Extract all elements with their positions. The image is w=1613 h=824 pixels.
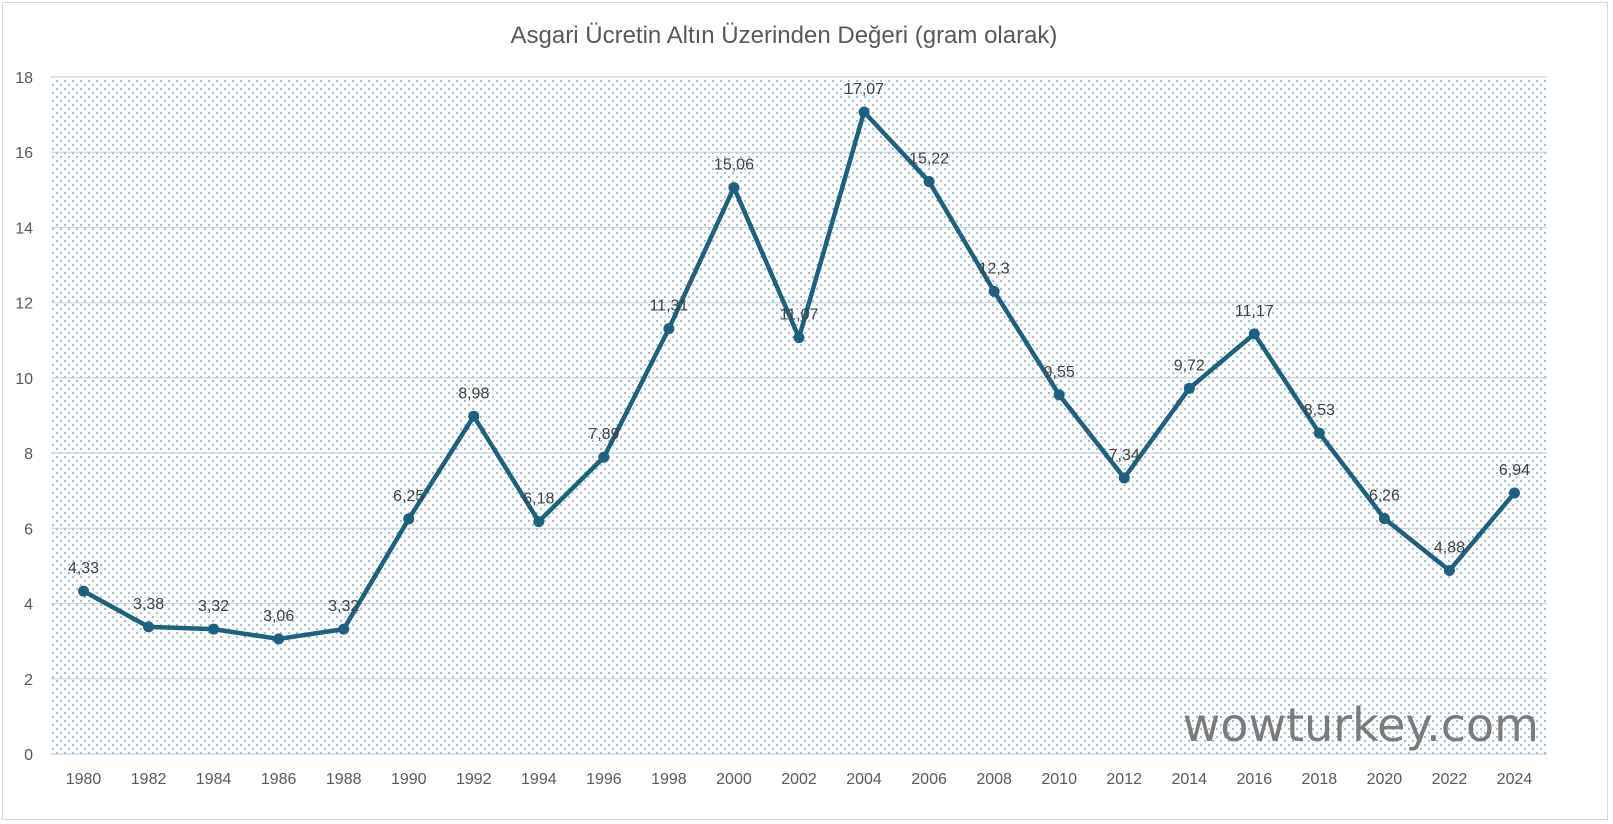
x-tick-label: 2002 — [781, 771, 817, 788]
data-point — [923, 176, 935, 188]
x-tick-label: 1984 — [196, 771, 232, 788]
y-tick-label: 4 — [24, 597, 33, 614]
x-tick-label: 2022 — [1432, 771, 1468, 788]
x-tick-label: 1986 — [261, 771, 297, 788]
data-point — [338, 623, 350, 635]
data-label: 8,53 — [1304, 402, 1335, 419]
x-tick-label: 2004 — [846, 771, 882, 788]
data-point — [858, 106, 870, 118]
data-label: 7,34 — [1109, 447, 1140, 464]
data-point — [1378, 513, 1390, 525]
x-tick-label: 2012 — [1106, 771, 1142, 788]
data-label: 15,06 — [714, 157, 754, 174]
y-axis-tick-labels: 0 2 4 6 8 10 12 14 16 18 — [15, 70, 33, 764]
x-tick-label: 2010 — [1041, 771, 1077, 788]
data-point — [1248, 328, 1260, 340]
data-label: 3,06 — [263, 608, 294, 625]
chart-title: Asgari Ücretin Altın Üzerinden Değeri (g… — [511, 22, 1058, 49]
watermark: wowturkey.com — [1183, 698, 1539, 752]
data-point — [1313, 427, 1325, 439]
data-point — [1053, 389, 1065, 401]
x-tick-label: 2006 — [911, 771, 947, 788]
data-point — [273, 633, 285, 645]
plot-area — [51, 77, 1547, 754]
y-tick-label: 0 — [24, 747, 33, 764]
data-point — [988, 285, 1000, 297]
data-markers — [78, 106, 1520, 645]
line-chart: Asgari Ücretin Altın Üzerinden Değeri (g… — [15, 22, 1547, 788]
x-tick-label: 1982 — [131, 771, 167, 788]
data-label: 15,22 — [909, 151, 949, 168]
data-label: 11,07 — [780, 307, 819, 324]
data-point — [1443, 564, 1455, 576]
data-point — [1508, 487, 1520, 499]
y-tick-label: 18 — [15, 70, 33, 87]
data-label: 6,25 — [393, 488, 424, 505]
data-label: 7,89 — [588, 426, 619, 443]
x-tick-label: 1996 — [586, 771, 622, 788]
data-label: 4,88 — [1434, 539, 1465, 556]
gridlines — [51, 76, 1547, 755]
x-tick-label: 1994 — [521, 771, 557, 788]
data-point — [143, 621, 155, 633]
data-label: 17,07 — [844, 81, 884, 98]
x-tick-label: 2018 — [1302, 771, 1338, 788]
y-tick-label: 12 — [15, 296, 33, 313]
x-tick-label: 1990 — [391, 771, 427, 788]
data-label: 3,32 — [198, 598, 229, 615]
data-label: 11,17 — [1235, 303, 1274, 320]
data-label: 8,98 — [458, 385, 489, 402]
data-point — [1183, 382, 1195, 394]
data-point — [598, 451, 610, 463]
data-label: 6,26 — [1369, 488, 1400, 505]
y-tick-label: 14 — [15, 220, 33, 237]
x-axis-tick-labels: 1980 1982 1984 1986 1988 1990 1992 1994 1996 1998… — [66, 771, 1533, 788]
data-point — [728, 182, 740, 194]
data-point — [403, 513, 415, 525]
data-point — [468, 410, 480, 422]
data-label: 9,55 — [1044, 364, 1075, 381]
x-tick-label: 2014 — [1171, 771, 1207, 788]
x-tick-label: 1988 — [326, 771, 362, 788]
data-point — [78, 585, 90, 597]
x-tick-label: 2024 — [1497, 771, 1533, 788]
y-tick-label: 16 — [15, 145, 33, 162]
data-label: 4,33 — [68, 560, 99, 577]
data-label: 6,94 — [1499, 462, 1530, 479]
y-tick-label: 8 — [24, 446, 33, 463]
x-tick-label: 2000 — [716, 771, 752, 788]
data-label: 3,38 — [133, 596, 164, 613]
data-point — [793, 332, 805, 344]
x-tick-label: 1998 — [651, 771, 687, 788]
x-tick-label: 1992 — [456, 771, 492, 788]
x-tick-label: 2016 — [1237, 771, 1273, 788]
data-point — [663, 323, 675, 335]
data-point — [208, 623, 220, 635]
data-label: 6,18 — [523, 491, 554, 508]
x-tick-label: 2020 — [1367, 771, 1403, 788]
x-tick-label: 2008 — [976, 771, 1012, 788]
y-tick-label: 10 — [15, 371, 33, 388]
data-point — [533, 516, 545, 528]
data-point — [1118, 472, 1130, 484]
data-label: 3,32 — [328, 598, 359, 615]
y-tick-label: 6 — [24, 521, 33, 538]
data-label: 11,31 — [649, 298, 688, 315]
data-label: 12,3 — [979, 260, 1010, 277]
data-labels: 4,33 3,38 3,32 3,06 3,32 6,25 8,98 6,18 7,89 11,3… — [68, 81, 1530, 625]
data-label: 9,72 — [1174, 357, 1205, 374]
y-tick-label: 2 — [24, 672, 33, 689]
x-tick-label: 1980 — [66, 771, 102, 788]
